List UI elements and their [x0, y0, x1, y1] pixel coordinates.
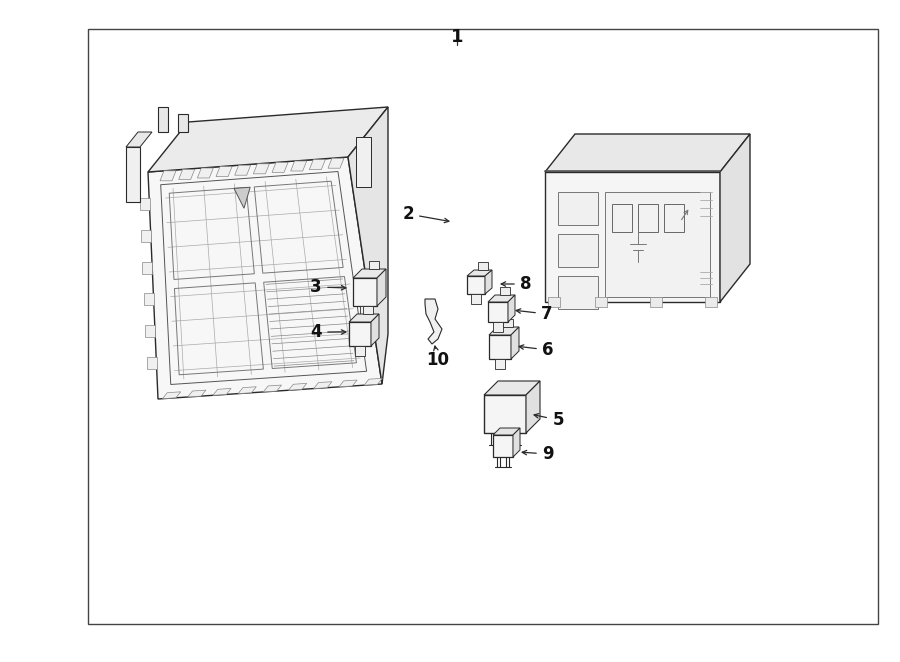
Text: 4: 4: [310, 323, 322, 341]
Polygon shape: [489, 327, 519, 335]
Polygon shape: [489, 335, 511, 359]
Polygon shape: [348, 107, 388, 384]
Polygon shape: [364, 378, 382, 385]
Text: 3: 3: [310, 278, 322, 296]
Text: 8: 8: [520, 275, 532, 293]
Polygon shape: [526, 381, 540, 433]
Polygon shape: [467, 276, 485, 294]
Polygon shape: [238, 387, 256, 394]
Polygon shape: [356, 137, 371, 187]
Polygon shape: [145, 325, 155, 337]
Polygon shape: [558, 192, 598, 225]
Polygon shape: [488, 295, 515, 302]
Polygon shape: [147, 357, 157, 369]
Polygon shape: [363, 306, 373, 314]
Polygon shape: [148, 107, 388, 172]
Polygon shape: [126, 132, 152, 147]
Polygon shape: [558, 234, 598, 267]
Polygon shape: [289, 383, 307, 391]
Polygon shape: [291, 161, 307, 171]
Polygon shape: [328, 158, 344, 168]
Text: 1: 1: [451, 28, 464, 46]
Polygon shape: [720, 134, 750, 302]
Polygon shape: [425, 299, 442, 344]
Text: 2: 2: [402, 205, 414, 223]
Polygon shape: [605, 192, 710, 297]
Polygon shape: [650, 297, 662, 307]
Polygon shape: [264, 385, 282, 392]
Polygon shape: [349, 322, 371, 346]
Polygon shape: [558, 276, 598, 309]
Text: 6: 6: [542, 341, 554, 359]
Polygon shape: [513, 428, 520, 457]
Polygon shape: [484, 381, 540, 395]
Polygon shape: [545, 172, 720, 302]
Polygon shape: [478, 262, 488, 270]
Polygon shape: [163, 392, 181, 399]
Text: 5: 5: [553, 411, 563, 429]
Text: 9: 9: [542, 445, 554, 463]
Polygon shape: [178, 114, 188, 132]
Polygon shape: [371, 314, 379, 346]
Polygon shape: [511, 327, 519, 359]
Polygon shape: [485, 270, 492, 294]
Polygon shape: [235, 166, 251, 175]
Polygon shape: [158, 107, 168, 132]
Polygon shape: [179, 169, 194, 179]
Polygon shape: [508, 295, 515, 322]
Polygon shape: [493, 322, 503, 332]
Polygon shape: [160, 171, 176, 181]
Polygon shape: [545, 134, 750, 172]
Polygon shape: [234, 187, 250, 209]
Polygon shape: [369, 261, 379, 269]
Polygon shape: [349, 314, 379, 322]
Polygon shape: [144, 293, 154, 305]
Polygon shape: [188, 390, 206, 397]
Polygon shape: [500, 287, 510, 295]
Polygon shape: [484, 395, 526, 433]
Polygon shape: [495, 359, 505, 369]
Text: 10: 10: [427, 351, 449, 369]
Polygon shape: [377, 269, 386, 306]
Polygon shape: [213, 389, 231, 395]
Polygon shape: [314, 382, 332, 389]
Polygon shape: [216, 167, 232, 177]
Polygon shape: [493, 428, 520, 435]
Polygon shape: [339, 380, 357, 387]
Polygon shape: [493, 435, 513, 457]
Polygon shape: [353, 278, 377, 306]
Polygon shape: [253, 164, 269, 174]
Polygon shape: [488, 302, 508, 322]
Polygon shape: [595, 297, 607, 307]
Polygon shape: [126, 147, 140, 202]
Polygon shape: [548, 297, 560, 307]
Polygon shape: [705, 297, 717, 307]
Polygon shape: [355, 346, 365, 356]
Polygon shape: [141, 230, 151, 242]
Polygon shape: [310, 160, 325, 169]
Polygon shape: [503, 319, 513, 327]
Polygon shape: [353, 269, 386, 278]
Polygon shape: [272, 162, 288, 172]
Polygon shape: [360, 306, 370, 316]
Polygon shape: [467, 270, 492, 276]
Polygon shape: [197, 168, 213, 178]
Polygon shape: [140, 198, 149, 210]
Text: 7: 7: [541, 305, 553, 323]
Polygon shape: [471, 294, 481, 304]
Polygon shape: [148, 157, 382, 399]
Polygon shape: [142, 261, 152, 273]
